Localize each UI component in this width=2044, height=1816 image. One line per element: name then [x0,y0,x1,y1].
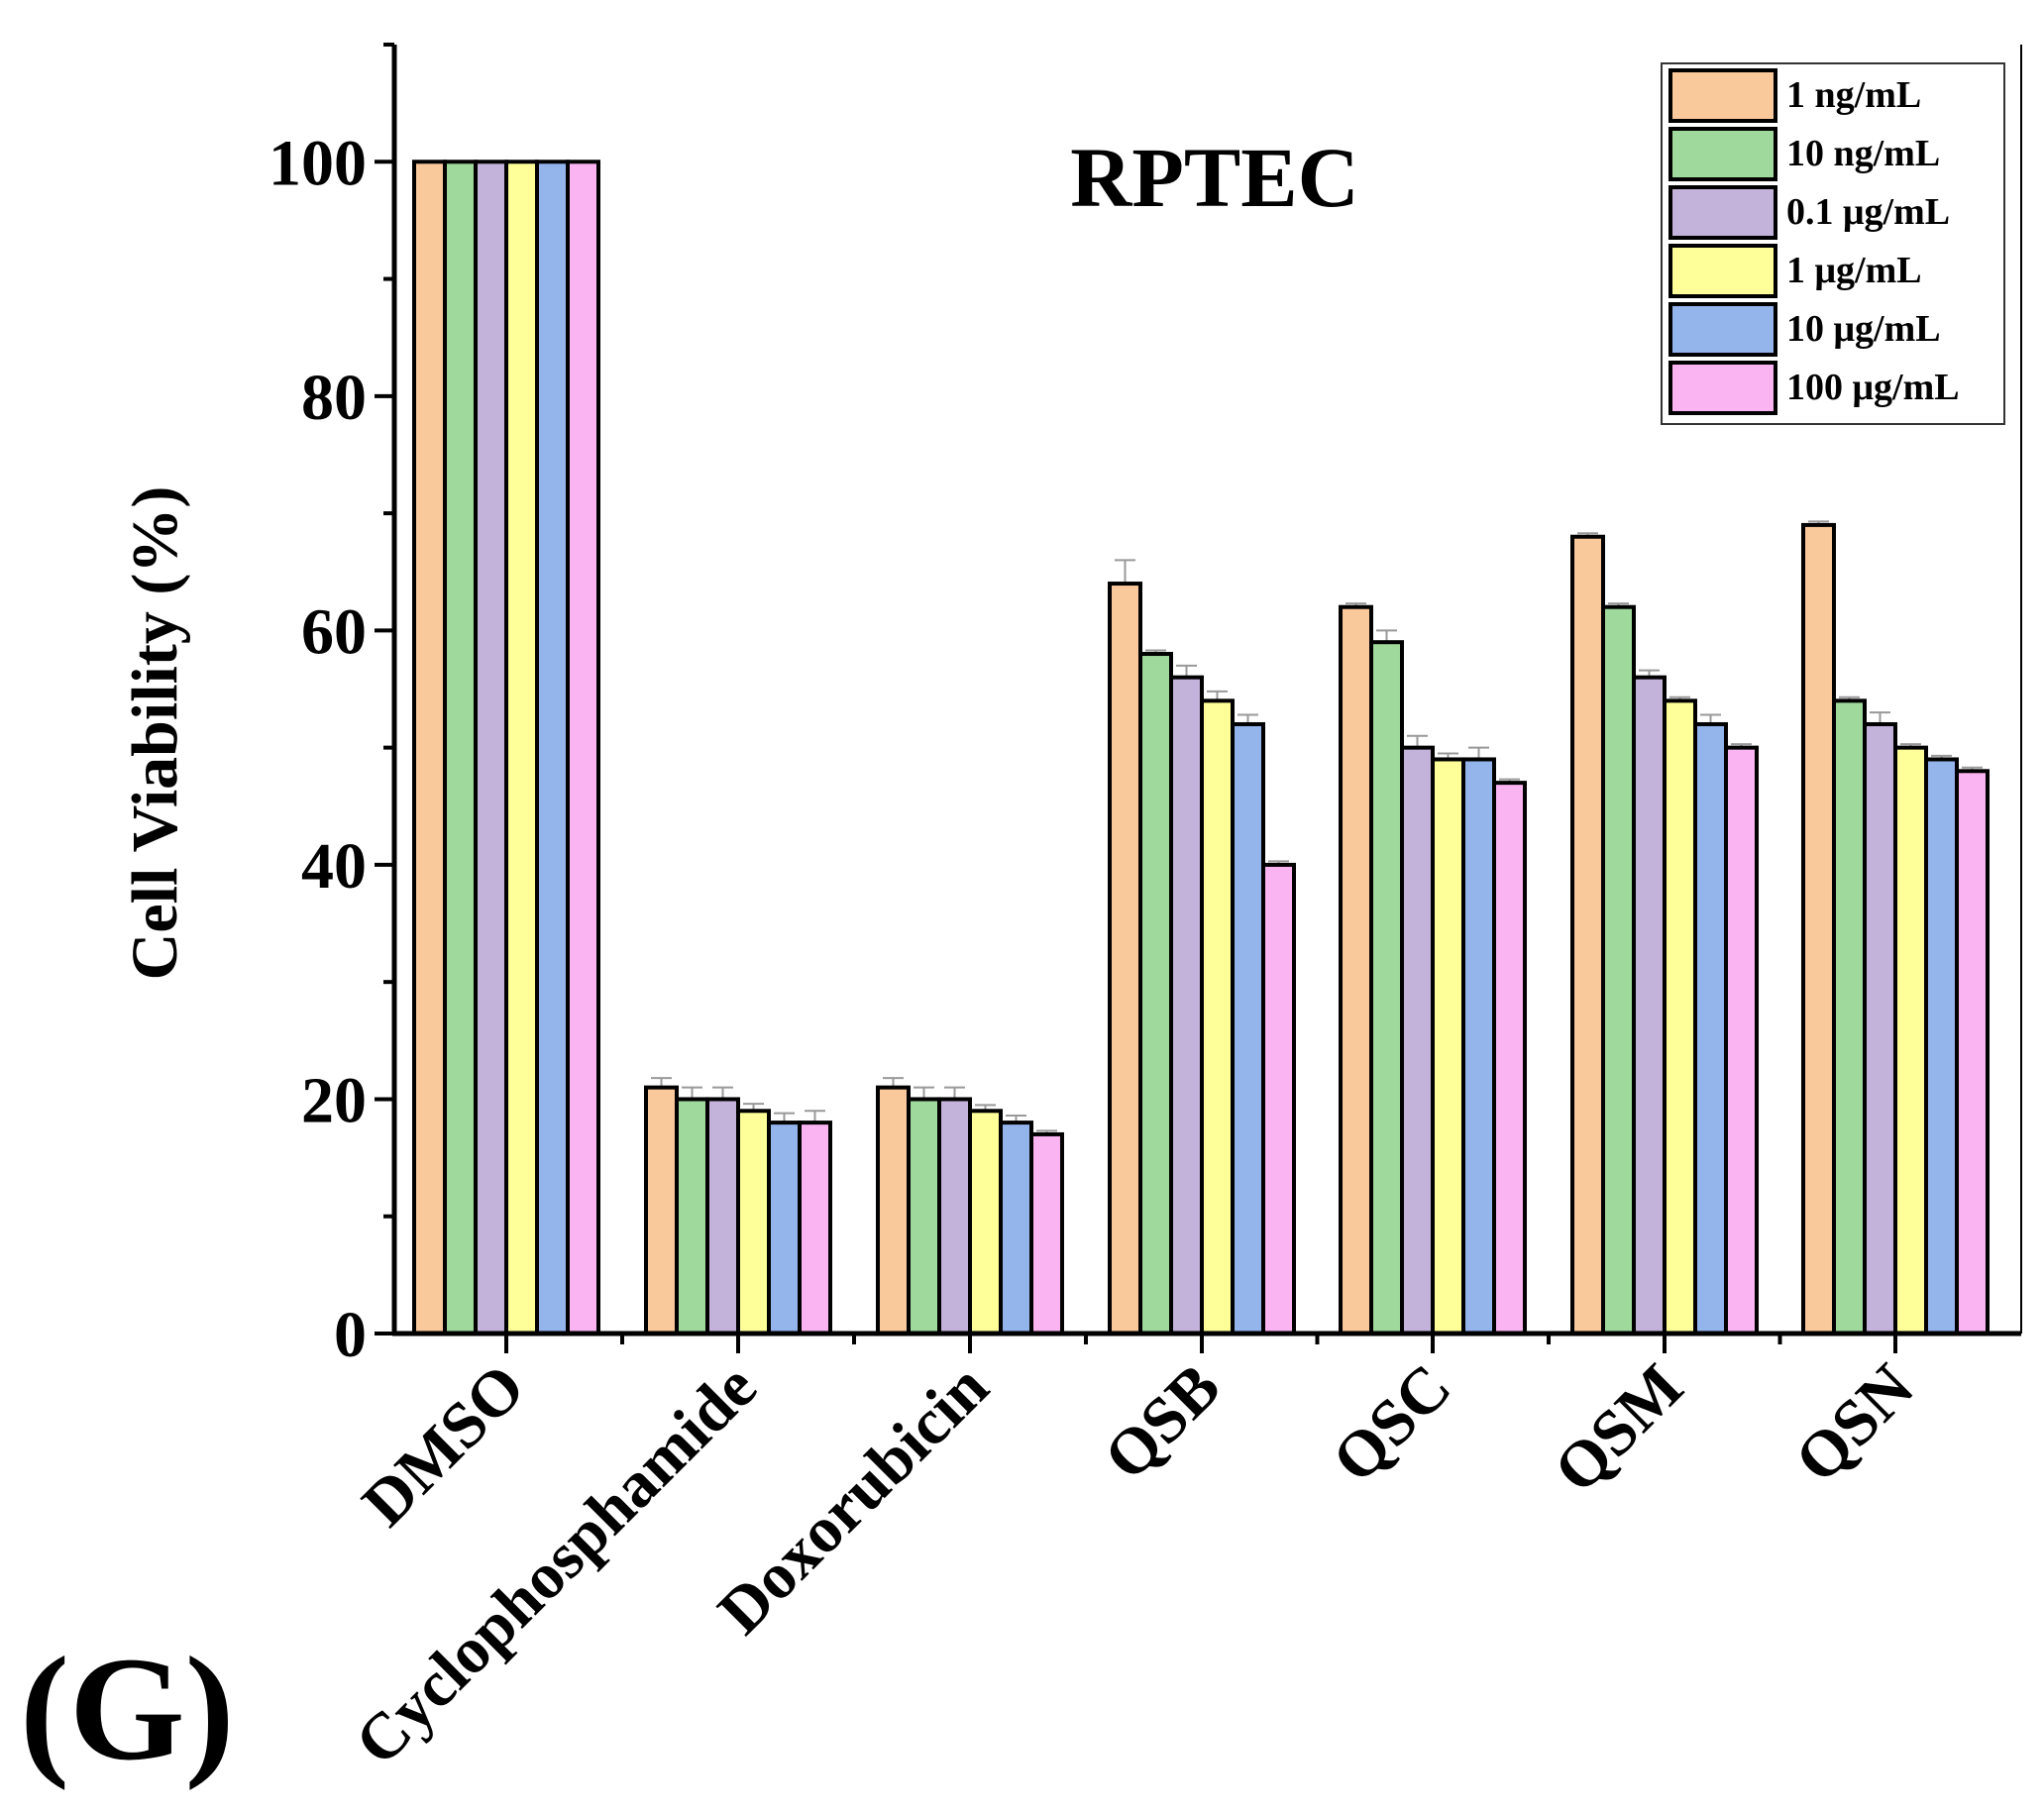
bar [675,1097,709,1336]
bar-group-qsc [1339,602,1527,1335]
bar [1261,862,1296,1336]
bar-group-qsb [1108,559,1296,1336]
legend-label: 1 μg/mL [1786,250,1922,291]
bar [798,1121,832,1336]
bar [1724,745,1759,1335]
bar [1400,745,1435,1335]
bar [1369,640,1404,1335]
bar [1863,721,1897,1335]
bar [1138,652,1173,1335]
bar-group-dmso [412,160,600,1336]
x-tick-label: QSB [1091,1350,1235,1494]
x-tick-label: DMSO [349,1350,539,1541]
legend-label: 1 ng/mL [1786,74,1921,116]
legend: 1 ng/mL 10 ng/mL 0.1 μg/mL 1 μg/mL 10 μg/mL 1… [1661,62,2005,425]
legend-label: 0.1 μg/mL [1786,191,1950,233]
legend-label: 10 ng/mL [1786,133,1940,174]
bar [1169,675,1204,1335]
bar [1801,522,1836,1335]
bar [644,1085,679,1336]
bar-group-doxorubicin [876,1077,1064,1336]
y-tick-label: 0 [334,1299,367,1371]
bar [705,1097,740,1336]
bar [1492,781,1527,1335]
bar [443,160,478,1336]
y-tick-label: 80 [301,362,367,434]
y-axis-title: Cell Viability (%) [119,486,191,981]
bar [1632,675,1667,1335]
legend-swatch [1668,127,1777,181]
bar [1231,721,1265,1335]
bar [1029,1131,1064,1336]
chart-title: RPTEC [1070,130,1358,225]
bar [1431,757,1465,1335]
bar [1693,721,1728,1335]
legend-label: 10 μg/mL [1786,308,1941,350]
bar [504,160,539,1336]
axes-layer [391,45,2021,1336]
bar [1108,582,1142,1335]
bar [1461,757,1496,1335]
bar [1339,604,1373,1335]
legend-swatch [1668,361,1777,415]
bar [412,160,447,1336]
bar [736,1109,771,1336]
legend-label: 100 μg/mL [1786,367,1960,408]
bar [1832,698,1867,1335]
bar [907,1097,941,1336]
bar [1955,769,1990,1335]
bar [968,1109,1003,1336]
y-ticks: 0 20 40 60 80 100 [269,43,394,1371]
bar [999,1121,1033,1336]
bar [1200,698,1235,1335]
bar [937,1097,972,1336]
bar-group-qsm [1570,532,1759,1335]
legend-swatch [1668,302,1777,357]
bar-group-qsn [1801,520,1990,1335]
bar [535,160,570,1336]
x-tick-label: QSN [1781,1350,1928,1497]
x-tick-label: Cyclophosphamide [342,1350,771,1779]
x-tick-label: QSC [1319,1350,1465,1497]
legend-swatch [1668,68,1777,123]
bar [767,1121,802,1336]
bar [876,1085,911,1336]
legend-swatch [1668,185,1777,240]
bars-layer [412,160,1990,1336]
bar [1601,604,1636,1335]
y-tick-label: 40 [301,830,367,903]
bar [1924,757,1959,1335]
bar-group-cyclophosphamide [644,1077,832,1336]
bar [1663,698,1697,1335]
y-tick-label: 60 [301,595,367,668]
legend-swatch [1668,244,1777,298]
bar [566,160,600,1336]
x-tick-label: QSM [1541,1350,1697,1507]
bar [1893,745,1928,1335]
bar [474,160,508,1336]
y-tick-label: 100 [269,127,367,199]
bar [1570,534,1605,1335]
panel-label: (G) [20,1627,235,1791]
y-tick-label: 20 [301,1064,367,1136]
